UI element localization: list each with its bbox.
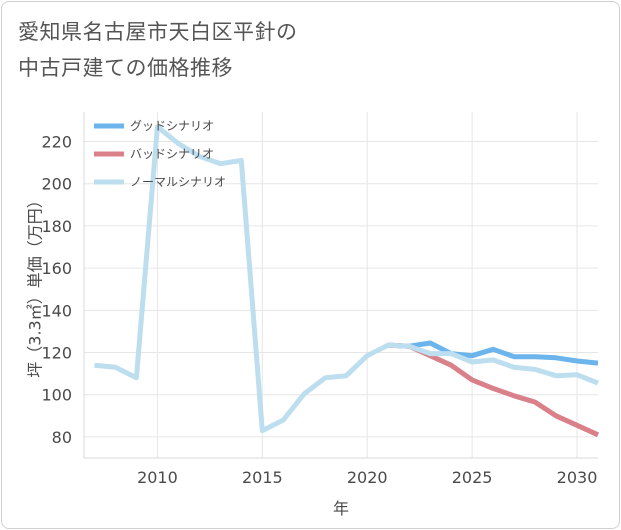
series-line-2 xyxy=(94,124,599,434)
chart-title: 愛知県名古屋市天白区平針の 中古戸建ての価格推移 xyxy=(18,14,298,86)
x-tick-labels: 2010 2015 2020 2025 2030 xyxy=(137,468,597,487)
chart-title-line-2: 中古戸建ての価格推移 xyxy=(18,56,233,80)
x-tick-label: 2010 xyxy=(137,468,178,487)
y-tick-label: 180 xyxy=(41,217,72,236)
x-tick-label: 2020 xyxy=(347,468,388,487)
legend-label-2: ノーマルシナリオ xyxy=(130,175,226,189)
y-tick-label: 200 xyxy=(41,175,72,194)
chart-title-line-1: 愛知県名古屋市天白区平針の xyxy=(18,20,298,44)
y-tick-label: 220 xyxy=(41,133,72,152)
y-axis-title: 坪（3.3㎡）単価（万円） xyxy=(26,192,45,377)
y-tick-label: 80 xyxy=(52,428,72,447)
y-tick-labels: 80 100 120 140 160 180 200 220 xyxy=(41,133,72,447)
y-tick-label: 120 xyxy=(41,344,72,363)
x-tick-label: 2015 xyxy=(242,468,283,487)
grid-lines xyxy=(84,112,598,458)
y-tick-label: 100 xyxy=(41,386,72,405)
series-line-0 xyxy=(388,340,599,366)
x-tick-label: 2030 xyxy=(557,468,598,487)
axes xyxy=(83,112,598,459)
x-axis-title: 年 xyxy=(333,499,349,518)
x-tick-label: 2025 xyxy=(452,468,493,487)
y-tick-label: 160 xyxy=(41,259,72,278)
legend-label-0: グッドシナリオ xyxy=(130,119,214,133)
y-tick-label: 140 xyxy=(41,301,72,320)
series-lines xyxy=(94,124,600,438)
legend-label-1: バッドシナリオ xyxy=(130,147,214,161)
